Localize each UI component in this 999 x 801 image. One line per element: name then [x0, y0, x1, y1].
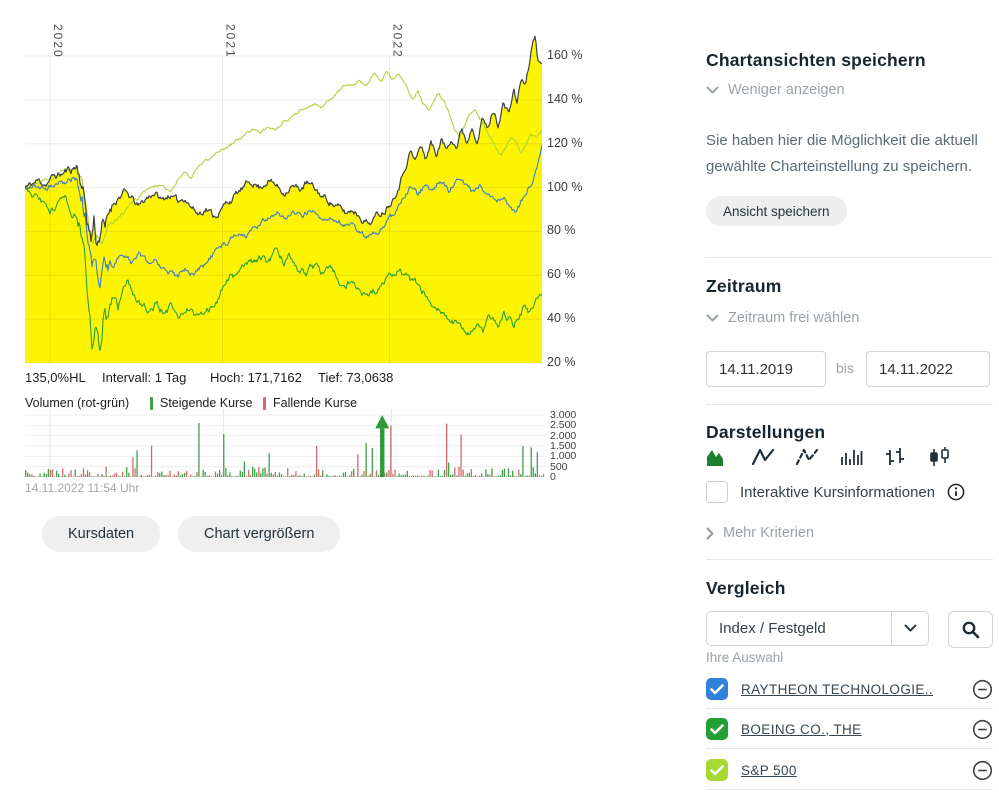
raytheon-link[interactable]: RAYTHEON TECHNOLOGIE.. [741, 681, 934, 697]
main-line [25, 35, 542, 246]
chevron-down-icon [706, 86, 719, 93]
more-criteria-link[interactable]: Mehr Kriterien [706, 525, 814, 541]
down-label: Fallende Kurse [273, 396, 358, 410]
selection-row: S&P 500 [706, 751, 993, 789]
remove-sp500-icon[interactable] [972, 760, 993, 781]
your-selection-label: Ihre Auswahl [706, 650, 784, 665]
info-icon[interactable] [947, 483, 965, 501]
low-label: Tief: 73,0638 [318, 370, 394, 385]
chart-timestamp: 14.11.2022 11:54 Uhr [25, 481, 140, 495]
bis-label: bis [836, 360, 854, 376]
volume-axis-label: 3.000 [550, 409, 577, 421]
chart-type-mountain-icon[interactable] [706, 447, 732, 467]
save-views-description: Sie haben hier die Möglichkeit die aktue… [706, 132, 978, 175]
y-axis-label: 120 % [547, 135, 583, 150]
row-divider [706, 789, 993, 790]
free-period-label: Zeitraum frei wählen [728, 310, 860, 326]
up-tick-icon [150, 396, 153, 410]
save-views-title: Chartansichten speichern [706, 50, 926, 70]
select-chevron-section[interactable] [891, 612, 928, 645]
interactive-info-checkbox[interactable] [706, 481, 728, 503]
series-line [25, 144, 542, 289]
interval-label: Intervall: 1 Tag [102, 370, 187, 385]
x-axis-year-label: 2021 [223, 24, 237, 59]
selection-row: BOEING CO., THE [706, 710, 993, 748]
chevron-down-icon [904, 624, 916, 632]
y-axis-label: 80 % [547, 223, 576, 238]
y-axis-label: 100 % [547, 179, 583, 194]
date-to-input[interactable] [866, 351, 990, 387]
y-axis-label: 140 % [547, 91, 583, 106]
date-from-input[interactable] [706, 351, 826, 387]
volume-axis-label: 2.000 [550, 429, 577, 442]
volume-axis-label: 500 [550, 460, 568, 473]
volume-legend-down: Fallende Kurse [263, 396, 357, 410]
kursdaten-button[interactable]: Kursdaten [42, 516, 161, 552]
up-label: Steigende Kurse [160, 396, 253, 410]
volume-axis-label: 0 [550, 470, 556, 483]
hl-range-label: 135,0%HL [25, 370, 86, 385]
vergleich-title: Vergleich [706, 578, 786, 598]
chart-type-volume-bars-icon[interactable] [838, 447, 864, 467]
save-view-button[interactable]: Ansicht speichern [706, 196, 847, 226]
main-area-fill [25, 36, 542, 364]
volume-legend-up: Steigende Kurse [150, 396, 252, 410]
chart-type-line-icon[interactable] [750, 447, 776, 467]
row-divider [706, 708, 993, 709]
chevron-down-icon [706, 314, 719, 321]
volume-arrow-annotation [375, 415, 390, 429]
y-axis-label: 60 % [547, 267, 576, 282]
check-icon [710, 764, 724, 775]
raytheon-checkbox[interactable] [706, 678, 728, 700]
check-icon [710, 723, 724, 734]
chevron-right-icon [706, 527, 714, 539]
volume-axis-label: 1.000 [550, 450, 577, 463]
chart-type-ohlc-icon[interactable] [882, 447, 908, 467]
remove-raytheon-icon[interactable] [972, 679, 993, 700]
volume-chart [25, 409, 545, 477]
down-tick-icon [263, 396, 266, 410]
boeing-link[interactable]: BOEING CO., THE [741, 721, 862, 737]
volume-axis-label: 1.500 [550, 439, 577, 452]
chart-enlarge-button[interactable]: Chart vergrößern [178, 516, 341, 552]
check-icon [710, 683, 724, 694]
price-chart: 2020 2021 2022 [25, 24, 542, 364]
row-divider [706, 748, 993, 749]
remove-boeing-icon[interactable] [972, 719, 993, 740]
boeing-checkbox[interactable] [706, 718, 728, 740]
compare-select-value: Index / Festgeld [719, 620, 826, 637]
series-line [25, 70, 542, 245]
free-period-link[interactable]: Zeitraum frei wählen [706, 310, 859, 326]
interactive-info-row: Interaktive Kursinformationen [706, 481, 965, 503]
darstellungen-title: Darstellungen [706, 422, 826, 442]
sp500-link[interactable]: S&P 500 [741, 762, 797, 778]
series-line [25, 187, 542, 352]
volume-axis-label: 2.500 [550, 419, 577, 432]
more-criteria-label: Mehr Kriterien [723, 525, 815, 541]
chart-type-candlestick-icon[interactable] [926, 447, 952, 467]
interactive-info-label: Interaktive Kursinformationen [740, 483, 936, 501]
chart-type-dashed-line-icon[interactable] [794, 447, 820, 467]
zeitraum-title: Zeitraum [706, 276, 782, 296]
y-axis-label: 40 % [547, 311, 576, 326]
collapse-label: Weniger anzeigen [728, 82, 845, 98]
high-label: Hoch: 171,7162 [210, 370, 302, 385]
y-axis-label: 20 % [547, 354, 576, 369]
selection-row: RAYTHEON TECHNOLOGIE.. [706, 670, 993, 708]
volume-legend-title: Volumen (rot-grün) [25, 396, 130, 410]
section-divider [706, 257, 993, 258]
search-button[interactable] [948, 611, 993, 648]
compare-select[interactable]: Index / Festgeld [706, 611, 929, 646]
x-axis-year-label: 2020 [51, 24, 65, 59]
search-icon [962, 621, 980, 639]
collapse-link[interactable]: Weniger anzeigen [706, 82, 845, 98]
y-axis-label: 160 % [547, 48, 583, 62]
x-axis-year-label: 2022 [390, 24, 404, 59]
sp500-checkbox[interactable] [706, 759, 728, 781]
section-divider [706, 404, 993, 405]
section-divider [706, 559, 993, 560]
